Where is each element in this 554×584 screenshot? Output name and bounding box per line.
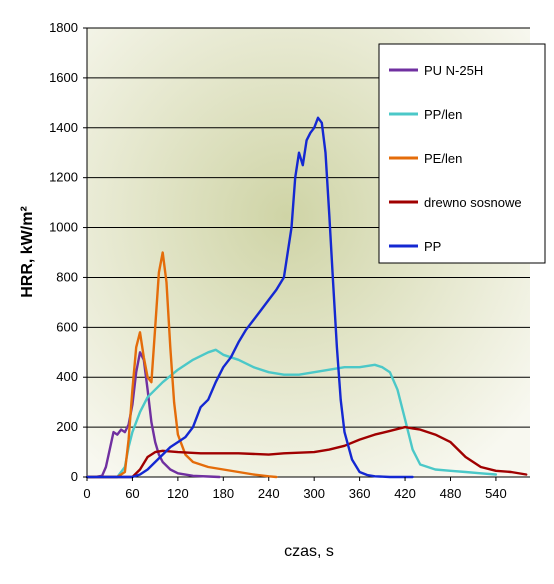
y-tick-label: 0 (71, 469, 78, 484)
y-axis-title: HRR, kW/m² (19, 206, 36, 298)
x-tick-label: 420 (394, 486, 416, 501)
y-tick-label: 1000 (49, 220, 78, 235)
x-tick-label: 0 (83, 486, 90, 501)
legend-label-pp: PP (424, 239, 441, 254)
x-tick-label: 300 (303, 486, 325, 501)
series-line-pp (85, 116, 414, 479)
x-tick-label: 480 (440, 486, 462, 501)
y-tick-label: 400 (56, 369, 78, 384)
x-tick-label: 240 (258, 486, 280, 501)
y-tick-label: 1600 (49, 70, 78, 85)
y-tick-label: 200 (56, 419, 78, 434)
legend-label-pe-len: PE/len (424, 151, 462, 166)
x-tick-label: 180 (212, 486, 234, 501)
legend-label-pp-len: PP/len (424, 107, 462, 122)
legend-box (378, 43, 546, 264)
series-line-pe-len (85, 251, 278, 479)
series-line-drewno-sosnowe (85, 425, 528, 479)
x-tick-label: 360 (349, 486, 371, 501)
series-lines (85, 116, 528, 479)
legend: PU N-25H PP/len PE/len drewno sosnowe PP (378, 43, 546, 264)
tick-labels: 0 200 400 600 800 1000 1200 1400 1600 1800 0 60 120 1… (49, 20, 507, 501)
y-tick-label: 600 (56, 319, 78, 334)
x-tick-label: 540 (485, 486, 507, 501)
legend-label-drewno-sosnowe: drewno sosnowe (424, 195, 522, 210)
y-tick-label: 1800 (49, 20, 78, 35)
series-line-pp-len (85, 348, 498, 479)
x-tick-label: 60 (125, 486, 139, 501)
y-tick-label: 1400 (49, 120, 78, 135)
legend-label-pu-n-25h: PU N-25H (424, 63, 483, 78)
y-tick-label: 800 (56, 269, 78, 284)
x-tick-label: 120 (167, 486, 189, 501)
x-axis-title: czas, s (284, 543, 334, 560)
axes (86, 28, 530, 478)
y-tick-label: 1200 (49, 170, 78, 185)
series-line-pu-n-25h (85, 351, 221, 479)
